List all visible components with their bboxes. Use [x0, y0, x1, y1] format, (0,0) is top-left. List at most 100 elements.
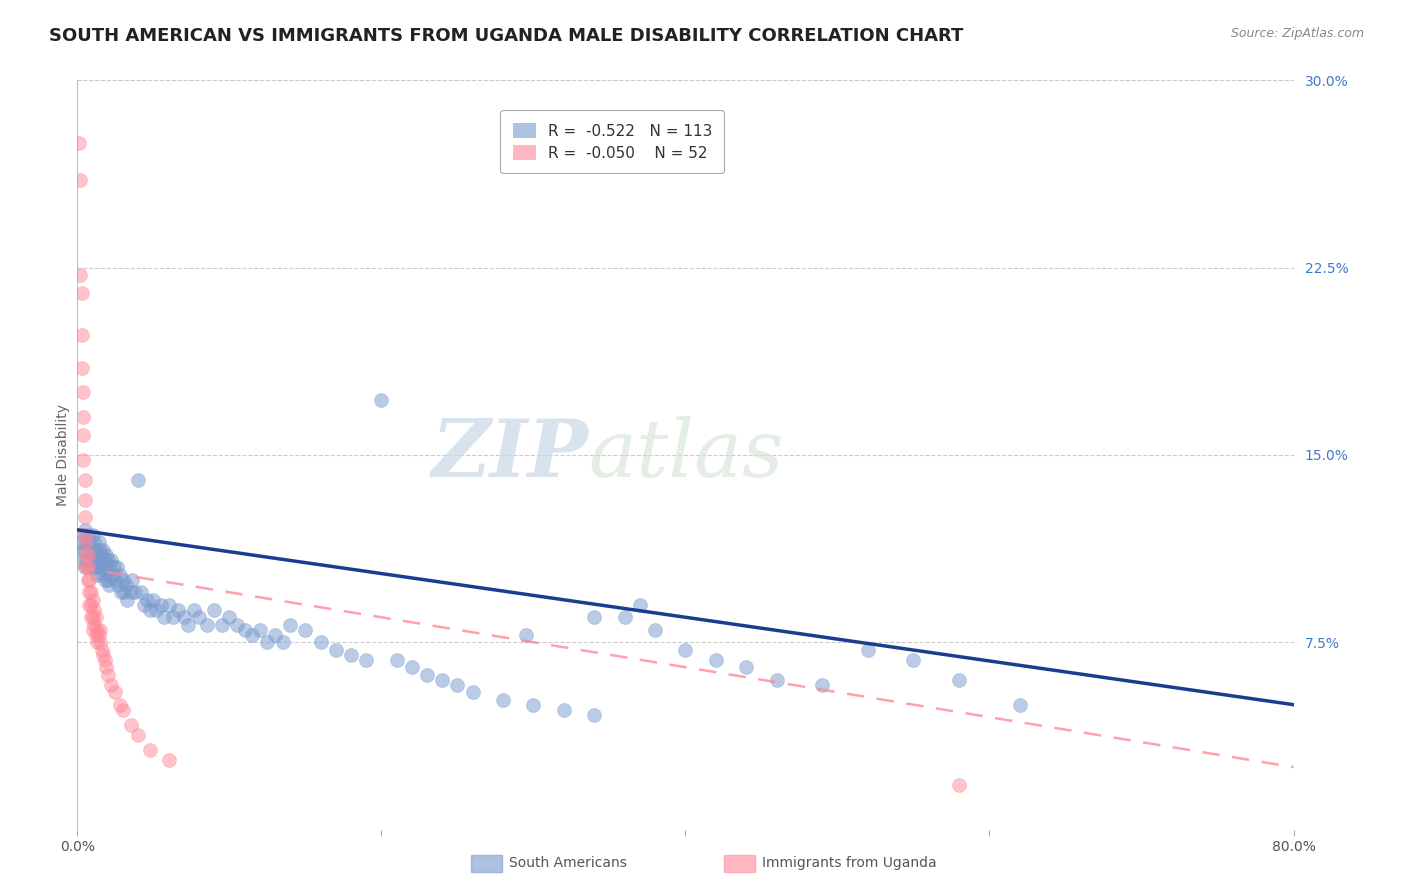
South Americans [461, 685, 484, 699]
South Americans [98, 560, 121, 574]
Immigrants from Uganda [80, 585, 103, 599]
Immigrants from Uganda [139, 742, 162, 756]
Immigrants from Uganda [75, 535, 97, 549]
South Americans [97, 553, 120, 567]
South Americans [84, 560, 107, 574]
South Americans [89, 560, 111, 574]
South Americans [240, 628, 263, 642]
South Americans [82, 542, 104, 557]
South Americans [80, 542, 103, 557]
Immigrants from Uganda [79, 585, 101, 599]
South Americans [90, 567, 112, 582]
South Americans [142, 592, 165, 607]
South Americans [735, 660, 758, 674]
South Americans [354, 653, 377, 667]
South Americans [903, 653, 925, 667]
South Americans [183, 603, 205, 617]
Immigrants from Uganda [72, 453, 94, 467]
Immigrants from Uganda [86, 623, 108, 637]
South Americans [121, 573, 143, 587]
South Americans [583, 610, 606, 624]
South Americans [149, 598, 172, 612]
South Americans [110, 585, 132, 599]
South Americans [91, 560, 114, 574]
South Americans [401, 660, 423, 674]
South Americans [70, 542, 93, 557]
South Americans [195, 617, 218, 632]
South Americans [309, 635, 332, 649]
Immigrants from Uganda [80, 598, 103, 612]
Immigrants from Uganda [67, 136, 90, 150]
South Americans [704, 653, 727, 667]
Immigrants from Uganda [108, 698, 131, 712]
South Americans [79, 535, 101, 549]
Immigrants from Uganda [79, 598, 101, 612]
Immigrants from Uganda [100, 678, 122, 692]
South Americans [73, 523, 96, 537]
South Americans [72, 553, 94, 567]
Immigrants from Uganda [89, 623, 111, 637]
South Americans [340, 648, 363, 662]
South Americans [202, 603, 225, 617]
South Americans [553, 703, 575, 717]
South Americans [249, 623, 271, 637]
Immigrants from Uganda [73, 528, 96, 542]
South Americans [134, 598, 156, 612]
Immigrants from Uganda [84, 610, 107, 624]
South Americans [115, 578, 138, 592]
South Americans [129, 585, 152, 599]
Immigrants from Uganda [72, 385, 94, 400]
South Americans [264, 628, 287, 642]
South Americans [811, 678, 834, 692]
South Americans [111, 573, 134, 587]
South Americans [233, 623, 256, 637]
Immigrants from Uganda [84, 628, 107, 642]
South Americans [644, 623, 666, 637]
Text: Source: ZipAtlas.com: Source: ZipAtlas.com [1230, 27, 1364, 40]
South Americans [153, 610, 176, 624]
Y-axis label: Male Disability: Male Disability [56, 404, 70, 506]
South Americans [93, 553, 115, 567]
Immigrants from Uganda [82, 592, 104, 607]
South Americans [82, 528, 104, 542]
South Americans [522, 698, 544, 712]
Text: SOUTH AMERICAN VS IMMIGRANTS FROM UGANDA MALE DISABILITY CORRELATION CHART: SOUTH AMERICAN VS IMMIGRANTS FROM UGANDA… [49, 27, 963, 45]
Immigrants from Uganda [72, 428, 94, 442]
Immigrants from Uganda [75, 548, 97, 562]
South Americans [162, 610, 184, 624]
Immigrants from Uganda [83, 603, 105, 617]
Immigrants from Uganda [82, 623, 104, 637]
South Americans [75, 553, 97, 567]
South Americans [325, 642, 347, 657]
South Americans [211, 617, 233, 632]
South Americans [136, 592, 159, 607]
Immigrants from Uganda [111, 703, 134, 717]
South Americans [173, 610, 195, 624]
South Americans [90, 548, 112, 562]
South Americans [101, 567, 124, 582]
South Americans [166, 603, 188, 617]
South Americans [73, 560, 96, 574]
South Americans [948, 673, 970, 687]
South Americans [177, 617, 200, 632]
South Americans [139, 603, 162, 617]
Text: ZIP: ZIP [432, 417, 588, 493]
South Americans [114, 585, 136, 599]
South Americans [218, 610, 240, 624]
South Americans [103, 560, 125, 574]
South Americans [271, 635, 294, 649]
Immigrants from Uganda [69, 268, 91, 282]
Immigrants from Uganda [86, 635, 108, 649]
South Americans [226, 617, 249, 632]
South Americans [82, 560, 104, 574]
Immigrants from Uganda [948, 778, 970, 792]
Immigrants from Uganda [77, 573, 100, 587]
Text: South Americans: South Americans [509, 856, 627, 871]
Immigrants from Uganda [80, 610, 103, 624]
South Americans [188, 610, 211, 624]
Immigrants from Uganda [96, 660, 118, 674]
Immigrants from Uganda [70, 328, 93, 343]
South Americans [72, 528, 94, 542]
Immigrants from Uganda [93, 653, 115, 667]
South Americans [86, 548, 108, 562]
